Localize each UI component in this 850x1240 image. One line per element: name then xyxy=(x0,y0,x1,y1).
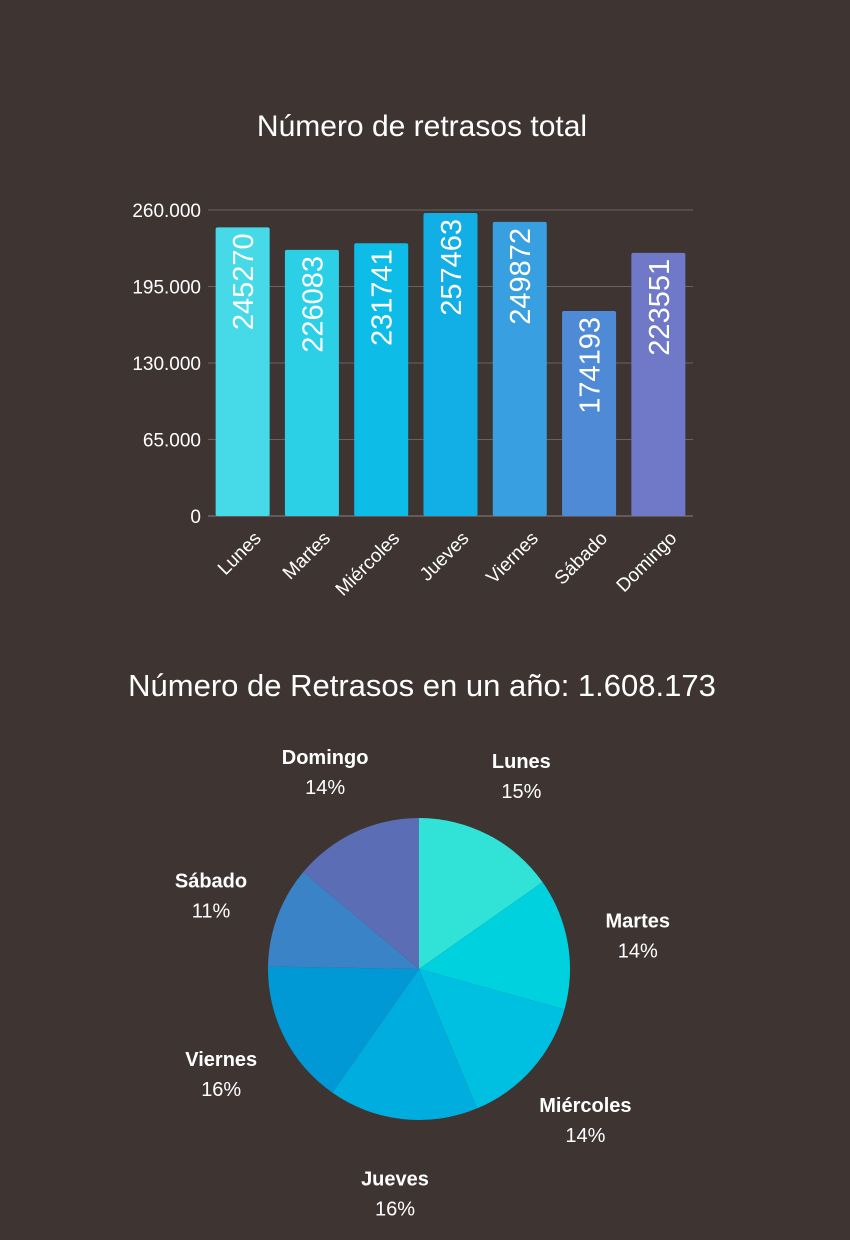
bar-chart-title: Número de retrasos total xyxy=(257,110,587,143)
bar-value-label: 174193 xyxy=(575,317,607,414)
slice-viernes xyxy=(268,966,419,1093)
slice-label: Lunes xyxy=(492,751,551,773)
x-tick-label: Jueves xyxy=(416,528,473,585)
pie-chart-slices xyxy=(268,818,570,1120)
y-tick-label: 195.000 xyxy=(132,278,201,299)
bar-value-label: 249872 xyxy=(505,228,537,325)
slice-percent: 16% xyxy=(375,1199,415,1221)
slice-label: Jueves xyxy=(361,1169,429,1191)
slice-martes xyxy=(419,882,570,1010)
slice-sabado xyxy=(268,872,419,969)
y-tick-label: 65.000 xyxy=(143,431,201,452)
bar-value-label: 223551 xyxy=(644,259,676,356)
bar-viernes xyxy=(492,221,547,517)
slice-percent: 16% xyxy=(201,1079,241,1101)
pie-chart-title: Número de Retrasos en un año: 1.608.173 xyxy=(128,668,716,703)
slice-label: Viernes xyxy=(185,1049,257,1071)
bar-chart-bars: 245270 226083 231741 257463 249872 174193 2235… xyxy=(215,212,686,517)
bar-value-label: 257463 xyxy=(436,219,468,316)
pie-chart: Número de Retrasos en un año: 1.608.173 … xyxy=(128,668,716,1221)
pie-chart-labels: Lunes 15% Martes 14% Miércoles 14% Jueves 16% Vi… xyxy=(175,747,670,1221)
bar-sabado xyxy=(562,310,617,516)
slice-domingo xyxy=(303,818,419,969)
bar-lunes xyxy=(215,227,270,517)
slice-percent: 11% xyxy=(192,900,231,922)
slice-label: Sábado xyxy=(175,870,247,892)
slice-label: Martes xyxy=(606,910,670,932)
x-tick-label: Sábado xyxy=(551,528,612,589)
bar-chart-y-axis: 0 65.000 130.000 195.000 260.000 xyxy=(132,201,201,528)
bar-miercoles xyxy=(354,243,409,516)
slice-jueves xyxy=(332,969,478,1120)
x-tick-label: Lunes xyxy=(214,528,265,579)
bar-value-label: 226083 xyxy=(297,256,329,353)
slice-percent: 15% xyxy=(501,781,541,803)
slice-percent: 14% xyxy=(565,1125,605,1147)
slice-percent: 14% xyxy=(305,777,345,799)
slice-percent: 14% xyxy=(618,940,658,962)
bar-domingo xyxy=(631,252,686,516)
bar-chart: Número de retrasos total 0 65.000 130.000 1… xyxy=(132,110,693,600)
x-tick-label: Miércoles xyxy=(332,528,404,600)
slice-miercoles xyxy=(419,969,565,1109)
bar-value-label: 245270 xyxy=(228,233,260,330)
slice-lunes xyxy=(419,818,543,969)
y-tick-label: 130.000 xyxy=(132,354,201,375)
x-tick-label: Domingo xyxy=(613,528,682,597)
slice-label: Miércoles xyxy=(539,1095,631,1117)
y-tick-label: 260.000 xyxy=(132,201,201,222)
x-tick-label: Martes xyxy=(279,528,335,584)
bar-martes xyxy=(284,249,339,516)
y-tick-label: 0 xyxy=(190,507,201,528)
slice-label: Domingo xyxy=(282,747,369,769)
bar-jueves xyxy=(423,212,478,517)
bar-value-label: 231741 xyxy=(367,249,399,346)
x-tick-label: Viernes xyxy=(483,528,543,588)
